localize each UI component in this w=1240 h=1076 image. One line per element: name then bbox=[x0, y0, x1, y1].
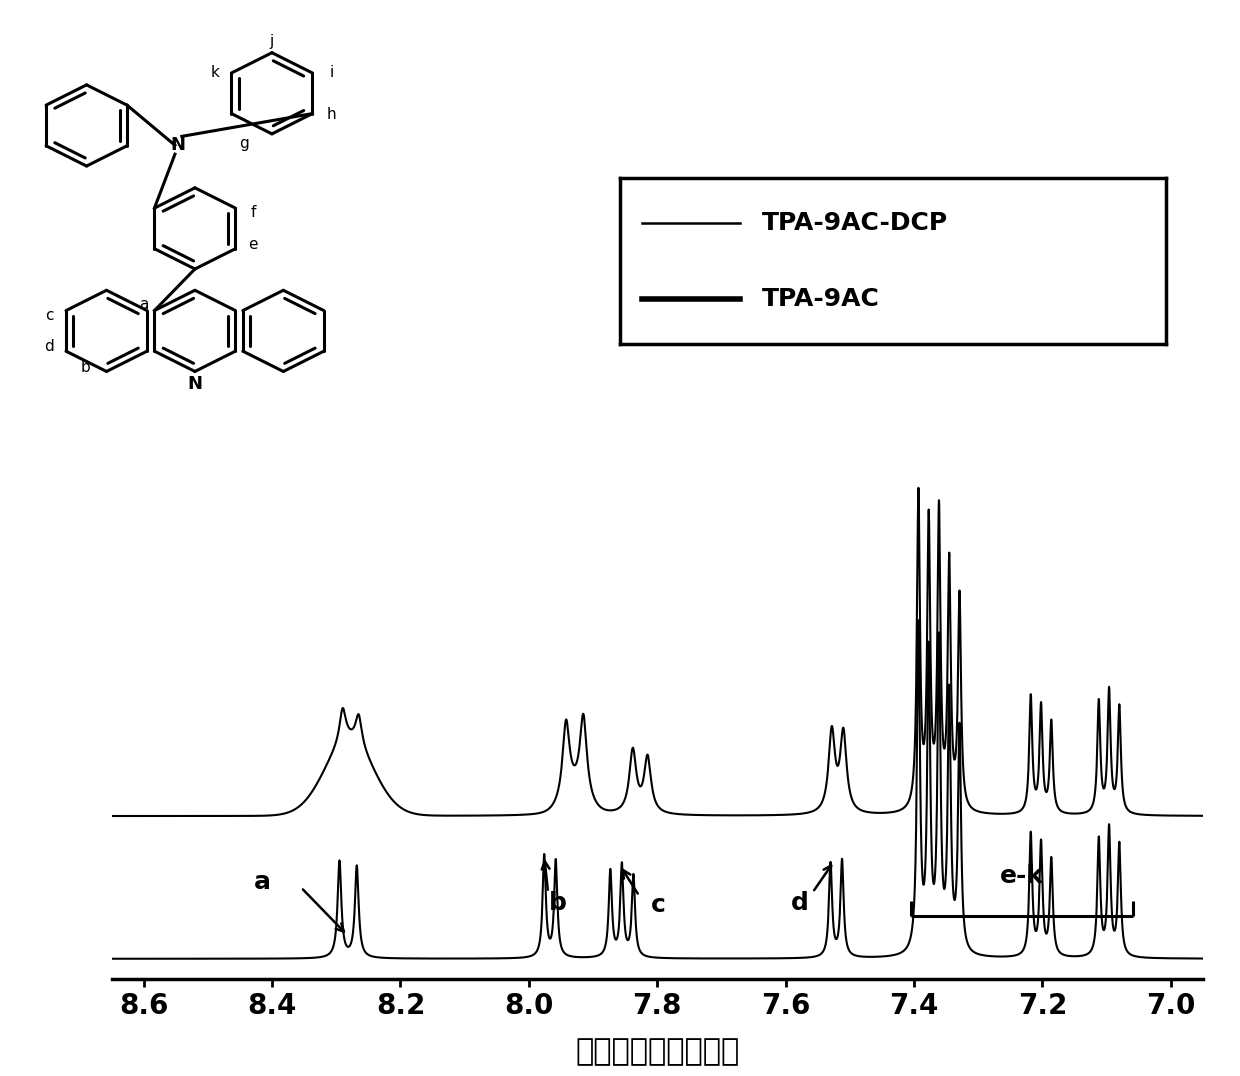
Text: c: c bbox=[651, 893, 666, 917]
Text: d: d bbox=[791, 891, 808, 915]
Text: j: j bbox=[270, 34, 274, 49]
Text: e: e bbox=[248, 237, 258, 252]
Text: b: b bbox=[81, 359, 91, 374]
Text: g: g bbox=[239, 137, 249, 152]
Text: a: a bbox=[139, 297, 149, 312]
Text: f: f bbox=[250, 204, 255, 220]
Text: i: i bbox=[329, 65, 334, 80]
X-axis label: 化学位移值（纳米）: 化学位移值（纳米） bbox=[575, 1037, 739, 1066]
Text: d: d bbox=[45, 339, 55, 354]
Text: c: c bbox=[45, 308, 53, 323]
Text: N: N bbox=[187, 374, 202, 393]
Text: h: h bbox=[326, 107, 336, 122]
Text: N: N bbox=[170, 137, 185, 154]
Text: TPA-9AC-DCP: TPA-9AC-DCP bbox=[761, 211, 949, 235]
Text: k: k bbox=[211, 65, 219, 80]
Text: TPA-9AC: TPA-9AC bbox=[761, 287, 879, 311]
Text: e-k: e-k bbox=[1001, 864, 1044, 888]
Text: a: a bbox=[254, 870, 272, 894]
Text: b: b bbox=[549, 891, 567, 915]
